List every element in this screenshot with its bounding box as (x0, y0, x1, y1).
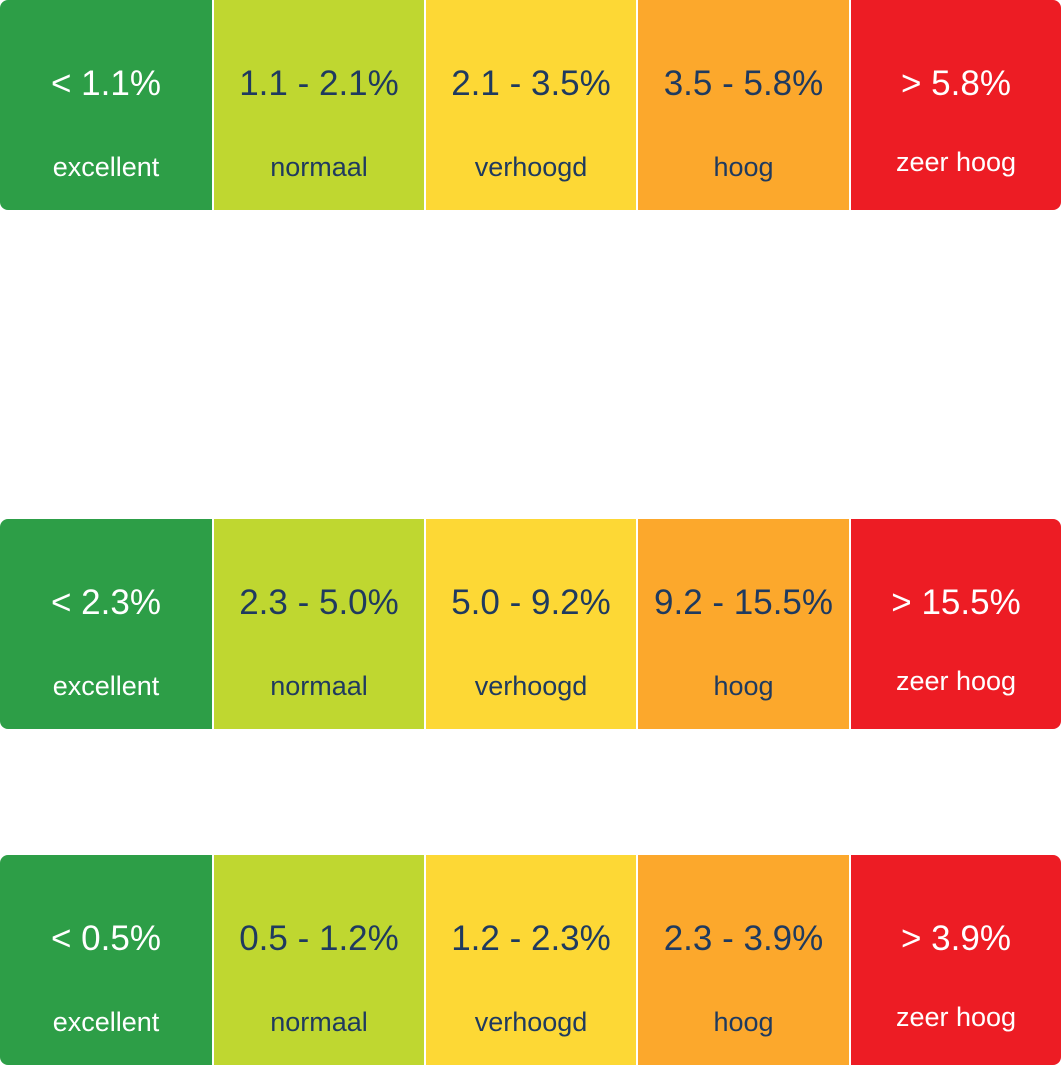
category-label: normaal (270, 671, 368, 701)
cell-verhoogd: 2.1 - 3.5% verhoogd (424, 0, 636, 210)
category-label: excellent (52, 152, 160, 182)
risk-scale-1: < 1.1% excellent 1.1 - 2.1% normaal 2.1 … (0, 0, 1061, 210)
cell-excellent: < 1.1% excellent (0, 0, 212, 210)
cell-verhoogd: 1.2 - 2.3% verhoogd (424, 855, 636, 1065)
cell-hoog: 3.5 - 5.8% hoog (636, 0, 849, 210)
cell-excellent: < 0.5% excellent (0, 855, 212, 1065)
risk-scale-3: < 0.5% excellent 0.5 - 1.2% normaal 1.2 … (0, 855, 1061, 1065)
category-label: verhoogd (474, 671, 588, 701)
category-label: hoog (713, 152, 774, 182)
range-value: 2.1 - 3.5% (451, 64, 611, 103)
range-value: 1.2 - 2.3% (451, 919, 611, 958)
range-value: < 0.5% (51, 919, 161, 958)
range-value: 2.3 - 5.0% (239, 583, 399, 622)
range-value: > 15.5% (891, 583, 1021, 622)
category-label: normaal (270, 152, 368, 182)
range-value: 0.5 - 1.2% (239, 919, 399, 958)
cell-hoog: 2.3 - 3.9% hoog (636, 855, 849, 1065)
range-value: < 1.1% (51, 64, 161, 103)
cell-zeer-hoog: > 15.5% zeer hoog (849, 519, 1061, 729)
range-value: 1.1 - 2.1% (239, 64, 399, 103)
risk-scale-2: < 2.3% excellent 2.3 - 5.0% normaal 5.0 … (0, 519, 1061, 729)
range-value: 9.2 - 15.5% (654, 583, 833, 622)
category-label: hoog (713, 671, 774, 701)
range-value: 2.3 - 3.9% (663, 919, 824, 958)
range-value: 5.0 - 9.2% (451, 583, 611, 622)
cell-zeer-hoog: > 5.8% zeer hoog (849, 0, 1061, 210)
cell-zeer-hoog: > 3.9% zeer hoog (849, 855, 1061, 1065)
category-label: zeer hoog (895, 147, 1017, 177)
category-label: zeer hoog (895, 1002, 1017, 1032)
category-label: hoog (713, 1007, 774, 1037)
range-value: 3.5 - 5.8% (663, 64, 824, 103)
cell-normaal: 0.5 - 1.2% normaal (212, 855, 424, 1065)
range-value: > 3.9% (901, 919, 1011, 958)
category-label: zeer hoog (895, 666, 1017, 696)
category-label: normaal (270, 1007, 368, 1037)
range-value: > 5.8% (901, 64, 1011, 103)
range-value: < 2.3% (51, 583, 161, 622)
cell-normaal: 2.3 - 5.0% normaal (212, 519, 424, 729)
category-label: verhoogd (474, 1007, 588, 1037)
cell-normaal: 1.1 - 2.1% normaal (212, 0, 424, 210)
cell-verhoogd: 5.0 - 9.2% verhoogd (424, 519, 636, 729)
category-label: excellent (52, 671, 160, 701)
category-label: verhoogd (474, 152, 588, 182)
cell-hoog: 9.2 - 15.5% hoog (636, 519, 849, 729)
category-label: excellent (52, 1007, 160, 1037)
cell-excellent: < 2.3% excellent (0, 519, 212, 729)
